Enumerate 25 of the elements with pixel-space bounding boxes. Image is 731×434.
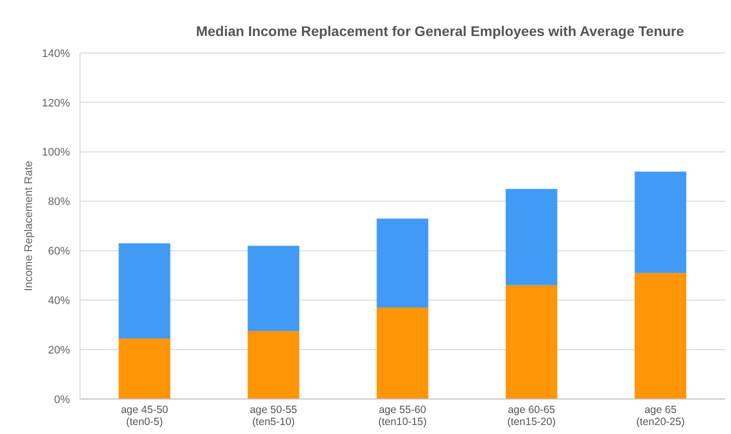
bar (248, 246, 300, 332)
x-tick-label: age 65 (ten20-25) (636, 404, 685, 428)
y-tick-label: 0% (54, 394, 70, 406)
bar (248, 331, 300, 399)
y-tick-label: 120% (42, 97, 70, 110)
y-tick-label: 80% (48, 196, 70, 208)
bar (634, 272, 686, 399)
bar (376, 218, 428, 308)
y-axis-title: Income Replacement Rate (23, 160, 35, 292)
chart-title: Median Income Replacement for General Employees with Average Tenure (196, 23, 684, 39)
x-tick-label: age 50-55 (ten5-10) (250, 404, 298, 428)
bar (634, 172, 686, 273)
bar (376, 308, 428, 399)
y-tick-label: 60% (48, 246, 70, 258)
y-tick-label: 40% (48, 294, 70, 307)
bar (118, 243, 170, 338)
y-tick-label: 140% (42, 48, 70, 60)
x-tick-label: age 60-65 (ten15-20) (507, 404, 556, 428)
x-tick-label: age 55-60 (ten10-15) (378, 404, 427, 428)
bar (506, 285, 558, 399)
bar (506, 188, 558, 286)
y-tick-label: 20% (48, 344, 70, 356)
y-tick-label: 100% (42, 146, 70, 159)
bar (118, 338, 170, 399)
x-tick-label: age 45-50 (ten0-5) (120, 404, 168, 428)
